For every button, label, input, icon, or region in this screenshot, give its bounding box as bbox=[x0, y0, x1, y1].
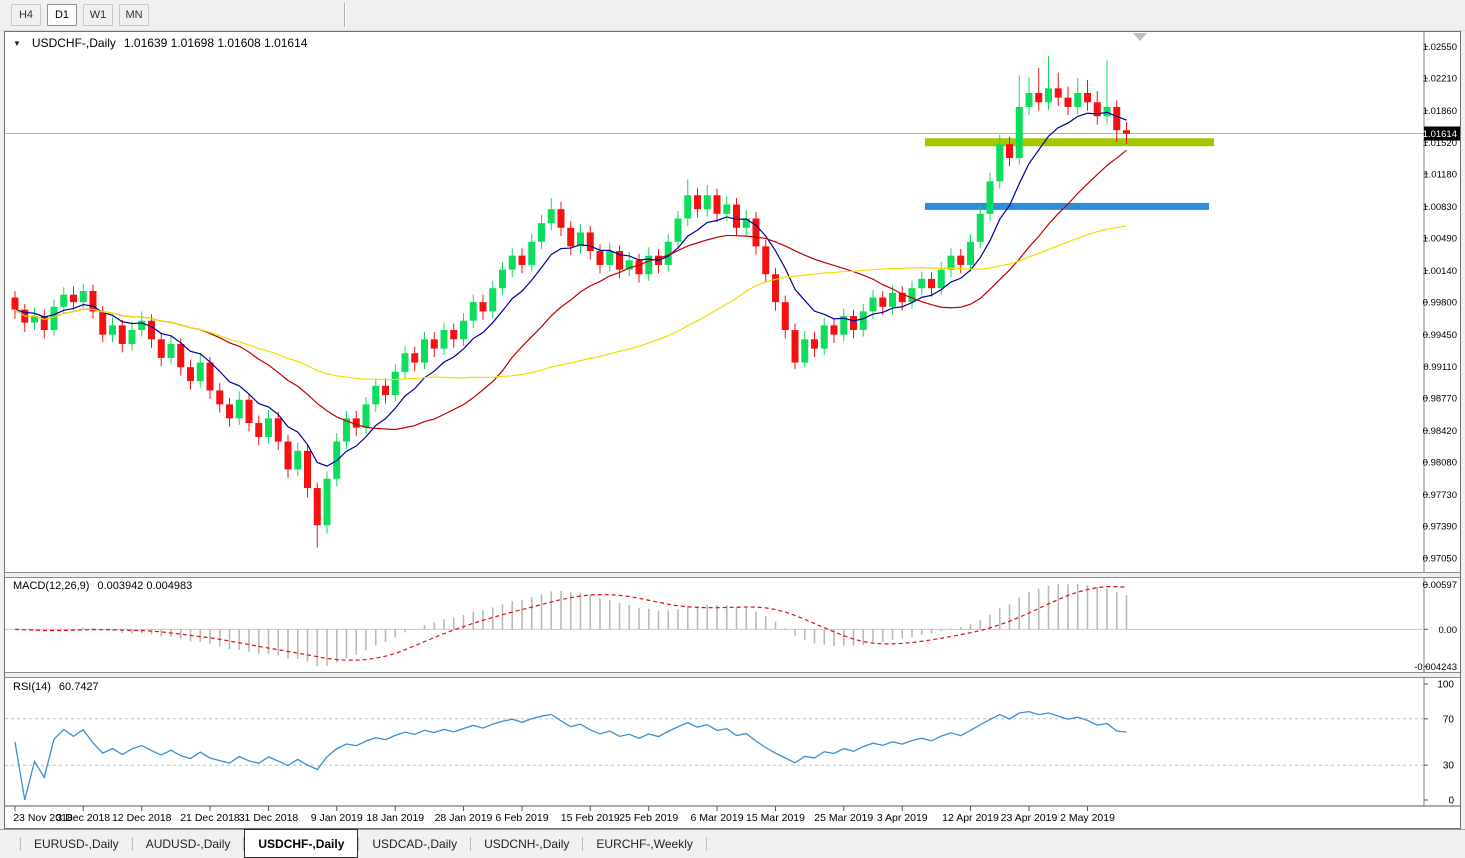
tab-separator bbox=[243, 837, 245, 851]
time-axis-label: 6 Mar 2019 bbox=[690, 812, 743, 824]
price-axis-label: 0.97050 bbox=[1423, 553, 1457, 564]
time-axis-label: 21 Dec 2018 bbox=[180, 812, 240, 824]
current-price-label: 1.01614 bbox=[1423, 129, 1457, 140]
tab-eurusd-daily[interactable]: EURUSD-,Daily bbox=[34, 837, 119, 851]
macd-axis-label: 0.00 bbox=[1439, 625, 1458, 636]
tab-usdcad-daily[interactable]: USDCAD-,Daily bbox=[372, 837, 458, 851]
toolbar-separator bbox=[344, 3, 346, 27]
panel-splitter[interactable] bbox=[5, 572, 1460, 578]
macd-panel bbox=[5, 584, 1424, 666]
tab-audusd-daily[interactable]: AUDUSD-,Daily bbox=[145, 837, 231, 851]
chart-ohlc-values: 1.01639 1.01698 1.01608 1.01614 bbox=[123, 36, 308, 50]
macd-axis-label: -0.004243 bbox=[1414, 662, 1457, 673]
rsi-value: 60.7427 bbox=[58, 681, 99, 693]
chart-canvas[interactable]: 1.02550 1.02210 1.01860 1.01520 1.01180 1.008… bbox=[5, 32, 1460, 828]
time-axis-label: 31 Dec 2018 bbox=[239, 812, 299, 824]
fast-ma bbox=[14, 111, 1127, 467]
price-axis-label: 1.00140 bbox=[1423, 266, 1457, 277]
rsi-axis-label: 30 bbox=[1443, 761, 1455, 772]
time-axis-label: 25 Feb 2019 bbox=[619, 812, 678, 824]
tab-separator bbox=[358, 837, 360, 851]
chart-window: 1.02550 1.02210 1.01860 1.01520 1.01180 1.008… bbox=[4, 31, 1461, 829]
chart-tabs-bar: EURUSD-,Daily AUDUSD-,Daily USDCHF-,Daily U… bbox=[0, 829, 1465, 858]
slow-ma bbox=[14, 225, 1127, 381]
price-axis-label: 0.98420 bbox=[1423, 426, 1457, 437]
price-axis-label: 1.02210 bbox=[1423, 74, 1457, 85]
time-axis-label: 2 May 2019 bbox=[1060, 812, 1115, 824]
time-axis-label: 18 Jan 2019 bbox=[366, 812, 424, 824]
time-axis-label: 23 Nov 2018 bbox=[13, 812, 73, 824]
time-axis-label: 6 Feb 2019 bbox=[495, 812, 548, 824]
time-axis-label: 15 Mar 2019 bbox=[746, 812, 805, 824]
timeframe-button-mn[interactable]: MN bbox=[119, 4, 149, 26]
time-axis-label: 3 Dec 2018 bbox=[56, 812, 110, 824]
price-axis-label: 1.00830 bbox=[1423, 202, 1457, 213]
tab-separator bbox=[20, 837, 21, 851]
rsi-name: RSI(14) bbox=[13, 681, 51, 693]
timeframe-toolbar: H4 D1 W1 MN bbox=[0, 0, 1465, 31]
rsi-axis-label: 0 bbox=[1448, 796, 1454, 807]
rsi-axis-label: 70 bbox=[1443, 714, 1455, 725]
candlestick-series bbox=[11, 55, 1130, 548]
time-axis-label: 9 Jan 2019 bbox=[311, 812, 363, 824]
macd-axis-label: 0.00597 bbox=[1423, 580, 1457, 591]
time-axis-label: 28 Jan 2019 bbox=[435, 812, 493, 824]
price-axis-label: 0.99800 bbox=[1423, 298, 1457, 309]
rsi-axis-label: 100 bbox=[1437, 680, 1454, 691]
tab-separator bbox=[470, 837, 472, 851]
resistance-line[interactable] bbox=[925, 138, 1214, 147]
timeframe-button-w1[interactable]: W1 bbox=[83, 4, 113, 26]
support-line[interactable] bbox=[925, 202, 1209, 210]
price-axis-label: 0.99450 bbox=[1423, 330, 1457, 341]
price-axis-label: 0.99110 bbox=[1423, 362, 1457, 373]
rsi-panel bbox=[5, 710, 1424, 801]
tab-separator bbox=[705, 837, 707, 851]
timeframe-button-d1[interactable]: D1 bbox=[47, 4, 77, 26]
price-axis-label: 1.02550 bbox=[1423, 42, 1457, 53]
timeframe-button-group: H4 D1 W1 MN bbox=[8, 4, 152, 26]
time-axis-label: 25 Mar 2019 bbox=[814, 812, 873, 824]
price-axis-label: 1.01860 bbox=[1423, 106, 1457, 117]
chart-shift-marker-icon[interactable] bbox=[1133, 33, 1147, 41]
time-axis-label: 23 Apr 2019 bbox=[1001, 812, 1058, 824]
chart-title: ▼ USDCHF-,Daily 1.01639 1.01698 1.01608 … bbox=[13, 36, 307, 50]
price-axis-label: 0.97730 bbox=[1423, 490, 1457, 501]
tab-separator bbox=[131, 837, 133, 851]
current-price-tag bbox=[1424, 126, 1460, 141]
time-axis-label: 12 Dec 2018 bbox=[112, 812, 172, 824]
time-axis-label: 12 Apr 2019 bbox=[942, 812, 999, 824]
macd-signal-line bbox=[14, 585, 1127, 661]
time-axis-label: 15 Feb 2019 bbox=[561, 812, 620, 824]
chart-dropdown-icon[interactable]: ▼ bbox=[13, 39, 21, 48]
price-axis-label: 1.01180 bbox=[1423, 169, 1457, 180]
macd-indicator-label: MACD(12,26,9) 0.003942 0.004983 bbox=[13, 580, 192, 592]
macd-values: 0.003942 0.004983 bbox=[97, 580, 193, 592]
time-axis-label: 3 Apr 2019 bbox=[877, 812, 928, 824]
chart-symbol-label: USDCHF-,Daily bbox=[31, 36, 116, 50]
price-axis-label: 0.98080 bbox=[1423, 458, 1457, 469]
price-axis-label: 0.98770 bbox=[1423, 393, 1457, 404]
tab-usdchf-daily[interactable]: USDCHF-,Daily bbox=[244, 829, 359, 858]
tab-eurchf-weekly[interactable]: EURCHF-,Weekly bbox=[596, 837, 693, 851]
macd-name: MACD(12,26,9) bbox=[13, 580, 90, 592]
price-axis-label: 0.97390 bbox=[1423, 522, 1457, 533]
price-panel bbox=[5, 55, 1424, 548]
tab-separator bbox=[582, 837, 584, 851]
panel-splitter[interactable] bbox=[5, 672, 1460, 678]
rsi-line bbox=[14, 710, 1127, 801]
rsi-indicator-label: RSI(14) 60.7427 bbox=[13, 681, 99, 693]
price-axis-label: 1.01520 bbox=[1423, 138, 1457, 149]
tab-usdcnh-daily[interactable]: USDCNH-,Daily bbox=[484, 837, 570, 851]
timeframe-button-h4[interactable]: H4 bbox=[11, 4, 41, 26]
mid-ma bbox=[14, 149, 1127, 431]
price-axis-label: 1.00490 bbox=[1423, 234, 1457, 245]
